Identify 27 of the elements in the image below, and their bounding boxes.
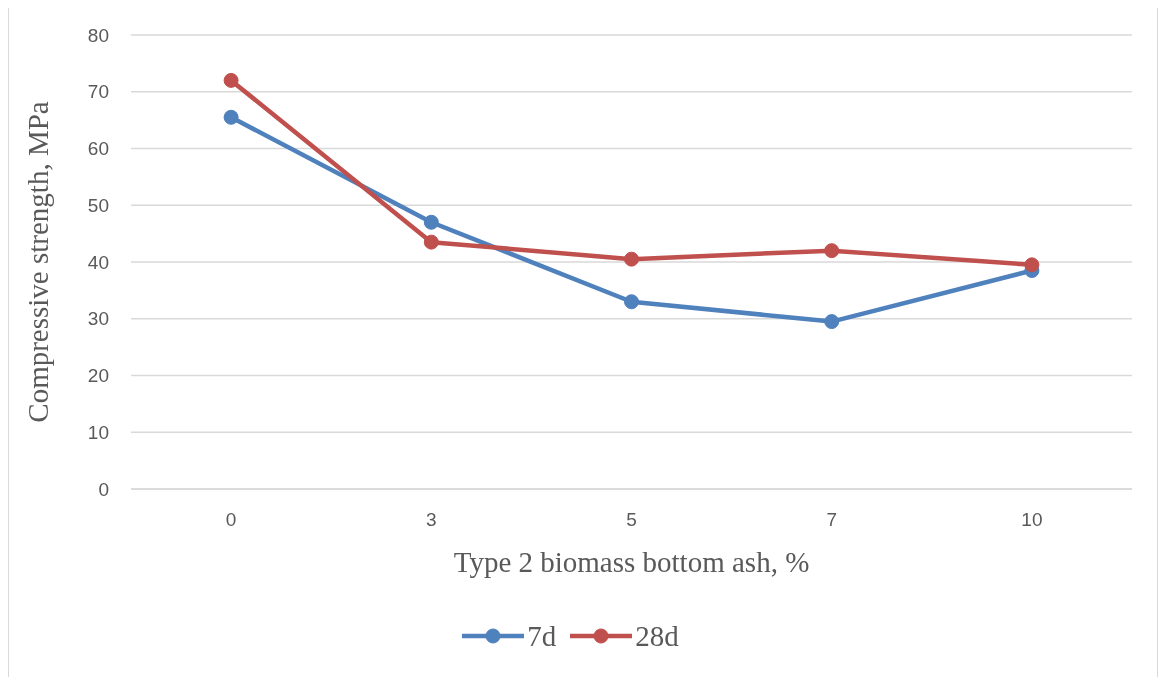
point [624,294,639,310]
y-tick-label: 10 [87,421,109,443]
y-axis-title: Compressive strength, MPa [22,101,54,423]
point [824,314,840,330]
y-tick-label: 20 [87,365,109,387]
y-tick-label: 0 [98,478,109,500]
legend-label: 28d [635,619,679,652]
point [423,214,439,230]
point [1024,257,1040,273]
x-tick-label: 10 [1021,509,1043,531]
point [223,72,239,88]
x-tick-label: 0 [225,509,237,531]
legend-label: 7d [527,619,557,652]
y-tick-label: 50 [87,194,109,216]
point [223,109,239,125]
x-tick-label: 7 [826,509,837,531]
point [423,234,439,250]
y-tick-label: 60 [87,138,109,160]
point [624,251,639,267]
x-axis-title: Type 2 biomass bottom ash, % [453,546,810,578]
y-tick-label: 40 [87,251,109,273]
y-tick-label: 70 [87,81,109,103]
x-tick-label: 5 [626,509,637,531]
y-tick-label: 30 [87,308,109,330]
x-tick-label: 3 [426,509,437,531]
y-tick-label: 80 [87,24,109,46]
point [824,243,840,259]
